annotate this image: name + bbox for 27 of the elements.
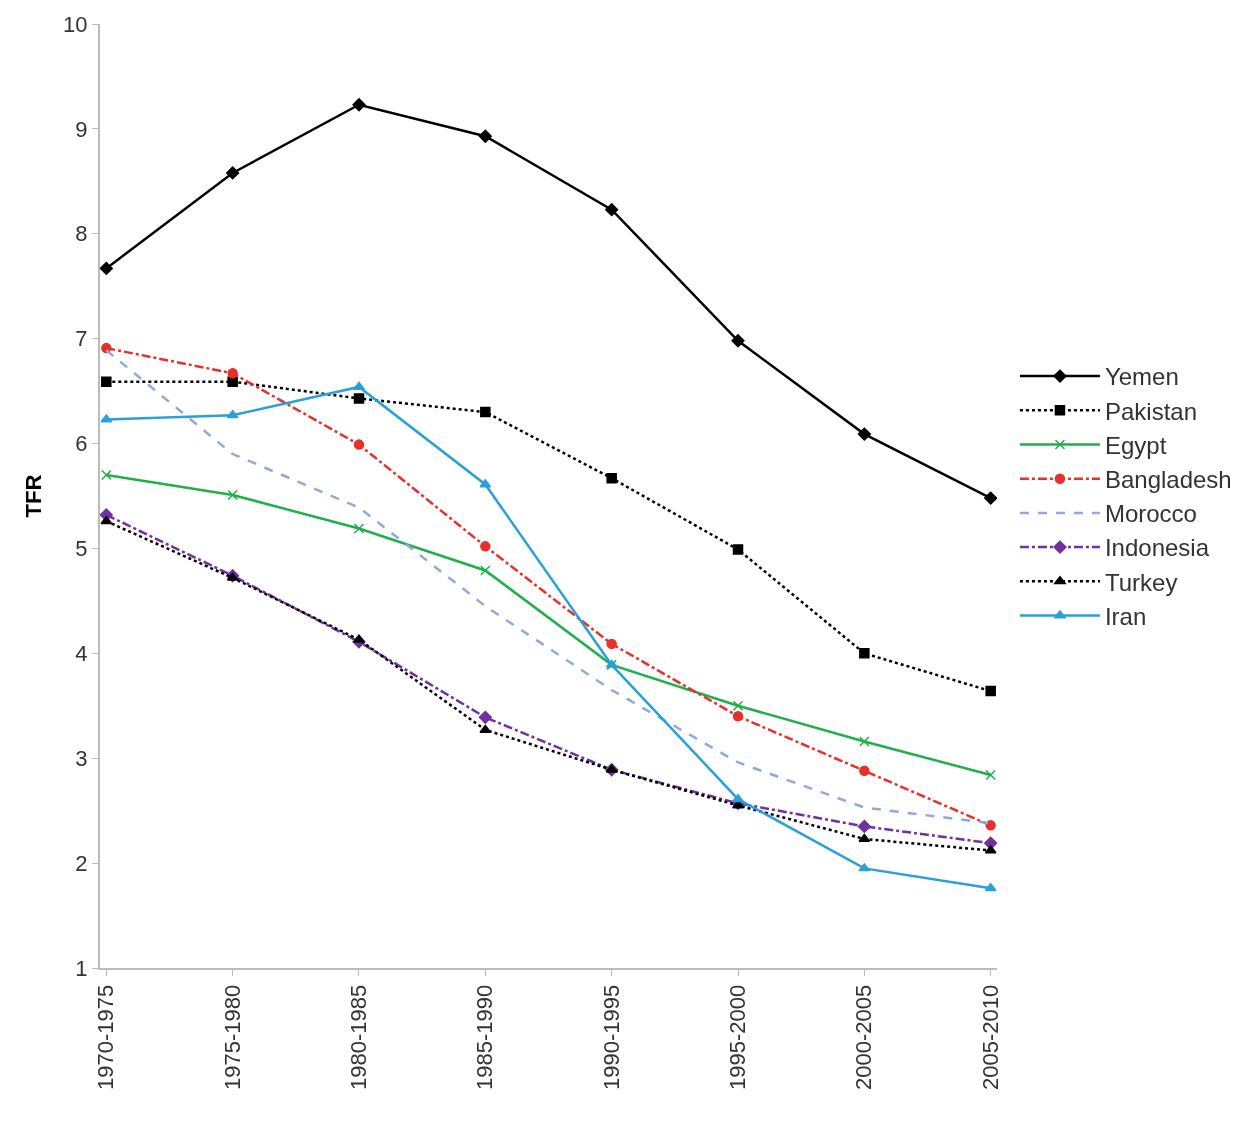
y-tick-label: 5 — [75, 536, 88, 562]
y-tick-label: 2 — [75, 850, 88, 876]
y-tick-label: 3 — [75, 745, 88, 771]
legend-label: Yemen — [1104, 363, 1179, 391]
y-tick-label: 9 — [75, 116, 88, 142]
y-axis-title: TFR — [21, 474, 47, 518]
y-tick-label: 7 — [75, 326, 88, 352]
y-tick-label: 8 — [75, 221, 88, 247]
legend-label: Indonesia — [1104, 534, 1210, 562]
x-tick-label: 1995-2000 — [725, 984, 751, 1091]
legend-label: Iran — [1104, 602, 1147, 630]
legend-label: Egypt — [1104, 431, 1167, 459]
legend-label: Bangladesh — [1104, 466, 1232, 494]
legend-label: Turkey — [1104, 568, 1178, 596]
x-tick-label: 1985-1990 — [472, 984, 498, 1091]
y-tick-label: 6 — [75, 431, 88, 457]
y-tick-label: 10 — [63, 11, 88, 37]
x-tick-label: 1980-1985 — [346, 984, 372, 1091]
x-tick-label: 2005-2010 — [977, 984, 1003, 1091]
x-tick-label: 1990-1995 — [598, 984, 624, 1091]
legend-label: Morocco — [1104, 500, 1197, 528]
legend-label: Pakistan — [1104, 397, 1197, 425]
y-tick-label: 1 — [75, 955, 88, 981]
x-tick-label: 1975-1980 — [219, 984, 245, 1091]
y-tick-label: 4 — [75, 641, 88, 667]
x-tick-label: 1970-1975 — [93, 984, 119, 1091]
x-tick-label: 2000-2005 — [851, 984, 877, 1091]
